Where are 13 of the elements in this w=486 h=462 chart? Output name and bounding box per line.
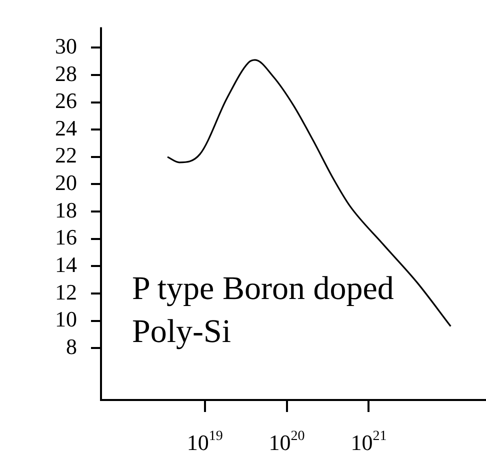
y-tick-label: 20: [55, 170, 77, 196]
y-tick-label: 18: [55, 197, 77, 222]
y-tick-label: 30: [55, 33, 77, 58]
y-tick-label: 10: [55, 306, 77, 332]
y-tick-label: 24: [55, 115, 77, 140]
annotation: P type Boron doped Poly-Si: [132, 270, 395, 352]
y-tick-label: 28: [55, 60, 77, 86]
y-tick-label: 12: [55, 279, 77, 304]
y-tick-label: 26: [55, 88, 77, 114]
y-tick-label: 14: [55, 252, 77, 277]
y-tick-label: 16: [55, 224, 77, 250]
y-tick-label: 22: [55, 142, 77, 168]
y-tick-label: 8: [66, 334, 77, 359]
